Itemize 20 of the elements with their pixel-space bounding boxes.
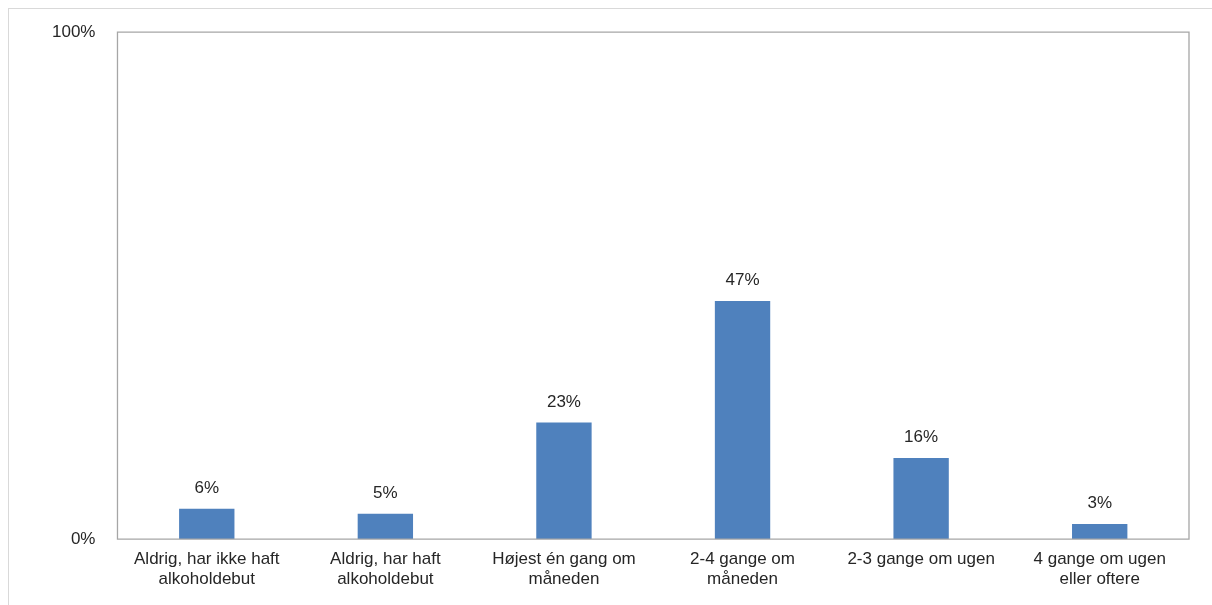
x-tick-label: Højest én gang om måneden [492, 549, 636, 589]
x-tick-label: 2-4 gange om måneden [690, 549, 795, 589]
bar [357, 513, 414, 540]
data-label: 47% [725, 270, 760, 290]
bar [1072, 523, 1128, 540]
x-tick-label: Aldrig, har ikke haft alkoholdebut [134, 549, 280, 589]
data-label: 16% [904, 427, 939, 447]
data-label: 23% [546, 391, 581, 411]
y-tick-label: 0% [70, 528, 96, 548]
data-label: 3% [1087, 493, 1112, 513]
bar [893, 458, 949, 540]
data-label: 6% [194, 477, 220, 497]
y-tick-label: 100% [52, 21, 96, 41]
bar [536, 422, 592, 540]
x-tick-label: 2-3 gange om ugen [847, 549, 995, 569]
x-tick-label: 4 gange om ugen eller oftere [1033, 549, 1166, 589]
bar [179, 508, 235, 540]
bar [714, 300, 771, 540]
x-tick-label: Aldrig, har haft alkoholdebut [330, 549, 441, 589]
data-label: 5% [373, 483, 398, 503]
